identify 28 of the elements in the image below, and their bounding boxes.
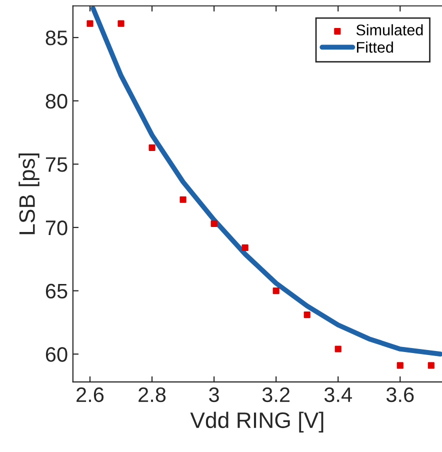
x-tick-label: 3.4 [324, 387, 352, 402]
x-tick-label: 3 [209, 387, 219, 402]
x-tick-label: 3.6 [386, 387, 414, 402]
x-tick-label: 2.8 [138, 387, 166, 402]
legend-label: Simulated [356, 24, 423, 36]
y-tick-label: 75 [46, 157, 68, 172]
point [334, 346, 342, 352]
point [396, 362, 404, 369]
point [242, 244, 248, 252]
y-tick-label: 70 [46, 220, 68, 236]
y-tick-label: 65 [46, 284, 68, 299]
point [272, 287, 280, 294]
point [428, 362, 434, 369]
point [180, 196, 186, 203]
point [210, 220, 218, 227]
x-tick-label: 3.2 [262, 387, 290, 402]
x-axis-title: Vdd RING [V] [190, 412, 324, 432]
line-series [90, 6, 442, 357]
y-tick-label: 85 [46, 30, 68, 46]
y-tick-label: 80 [46, 94, 68, 109]
point [304, 312, 310, 318]
y-axis-title: LSB [ps] [18, 153, 40, 234]
point [86, 20, 94, 27]
point [148, 144, 156, 151]
legend-label: Fitted [356, 42, 393, 53]
x-tick-label: 2.6 [76, 387, 104, 402]
y-tick-label: 60 [46, 347, 68, 362]
point [118, 20, 124, 27]
